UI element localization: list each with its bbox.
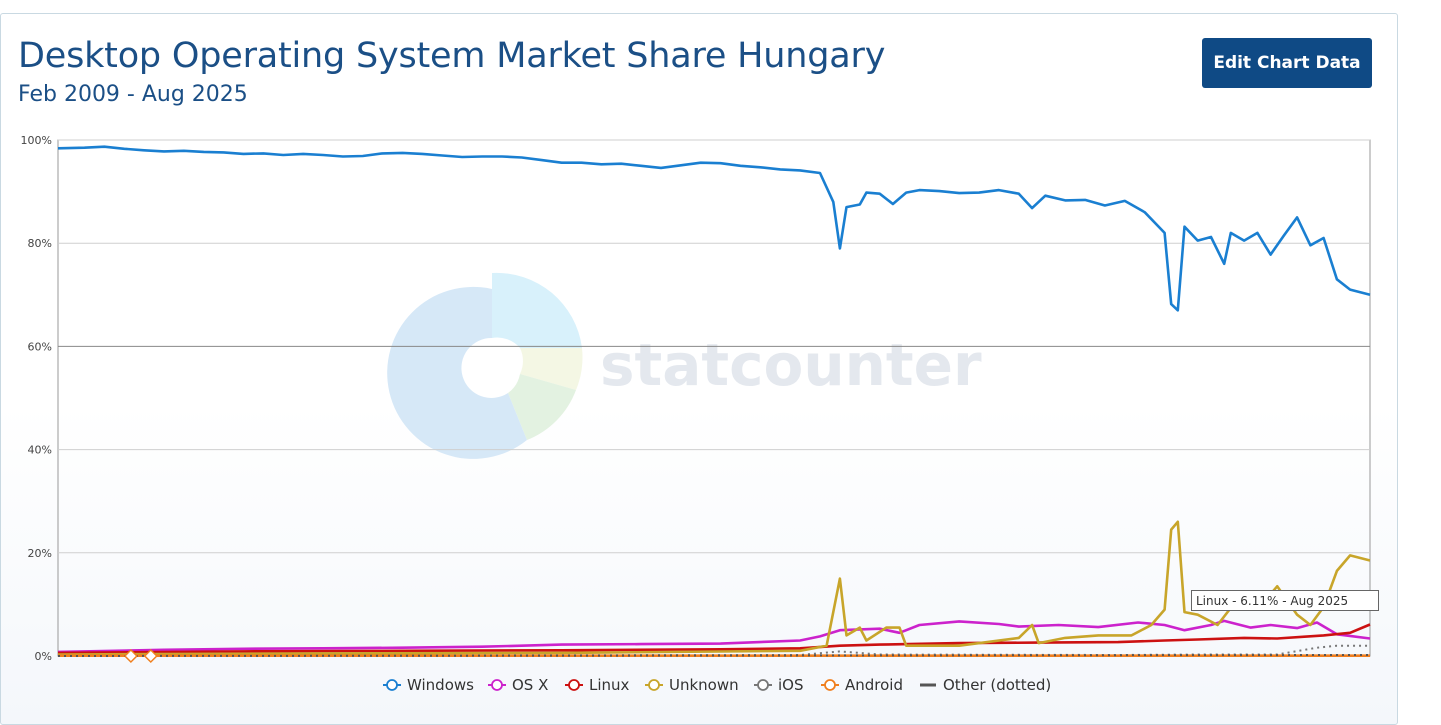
legend-label: Android <box>845 676 903 694</box>
y-tick-label: 80% <box>28 237 52 250</box>
legend-item-windows[interactable]: Windows <box>383 676 474 694</box>
legend-item-ios[interactable]: iOS <box>754 676 804 694</box>
legend-item-unknown[interactable]: Unknown <box>645 676 739 694</box>
legend-item-linux[interactable]: Linux <box>565 676 629 694</box>
legend-circle-icon <box>645 679 663 691</box>
y-tick-label: 100% <box>21 134 52 147</box>
legend-label: Unknown <box>669 676 739 694</box>
legend-label: Windows <box>407 676 474 694</box>
y-axis: 0% 20% 40% 60% 80% 100% <box>21 134 52 663</box>
legend-circle-icon <box>383 679 401 691</box>
series-line-other-dotted <box>57 654 1371 657</box>
page-title: Desktop Operating System Market Share Hu… <box>18 36 886 76</box>
watermark-text: statcounter <box>600 331 982 399</box>
date-range-subtitle: Feb 2009 - Aug 2025 <box>18 82 248 107</box>
legend-item-os-x[interactable]: OS X <box>488 676 548 694</box>
edit-chart-data-button[interactable]: Edit Chart Data <box>1202 38 1372 88</box>
hover-tooltip: Linux - 6.11% - Aug 2025 <box>1191 590 1379 611</box>
legend-circle-icon <box>821 679 839 691</box>
legend-circle-icon <box>754 679 772 691</box>
legend-label: Linux <box>589 676 630 694</box>
legend-line-icon <box>920 683 936 687</box>
legend-label: OS X <box>512 676 549 694</box>
series-group <box>57 145 1371 657</box>
marker-group <box>123 648 158 664</box>
android-marker <box>123 648 138 664</box>
series-line-windows <box>57 145 1371 312</box>
legend-item-other-dotted[interactable]: Other (dotted) <box>919 676 1051 694</box>
series-line-unknown <box>57 520 1371 656</box>
y-tick-label: 40% <box>28 444 52 457</box>
series-line-linux <box>57 623 1371 655</box>
legend-circle-icon <box>488 679 506 691</box>
legend-label: iOS <box>778 676 804 694</box>
android-marker <box>143 648 158 664</box>
statcounter-watermark: statcounter <box>387 272 982 459</box>
legend-item-android[interactable]: Android <box>821 676 903 694</box>
legend-label: Other (dotted) <box>943 676 1052 694</box>
y-tick-label: 0% <box>35 650 52 663</box>
y-tick-label: 20% <box>28 547 52 560</box>
chart-legend: Windows OS X Linux Unknown iOS Android Other (… <box>0 676 1441 700</box>
series-line-os-x <box>57 619 1371 654</box>
y-tick-label: 60% <box>28 340 52 353</box>
legend-circle-icon <box>565 679 583 691</box>
